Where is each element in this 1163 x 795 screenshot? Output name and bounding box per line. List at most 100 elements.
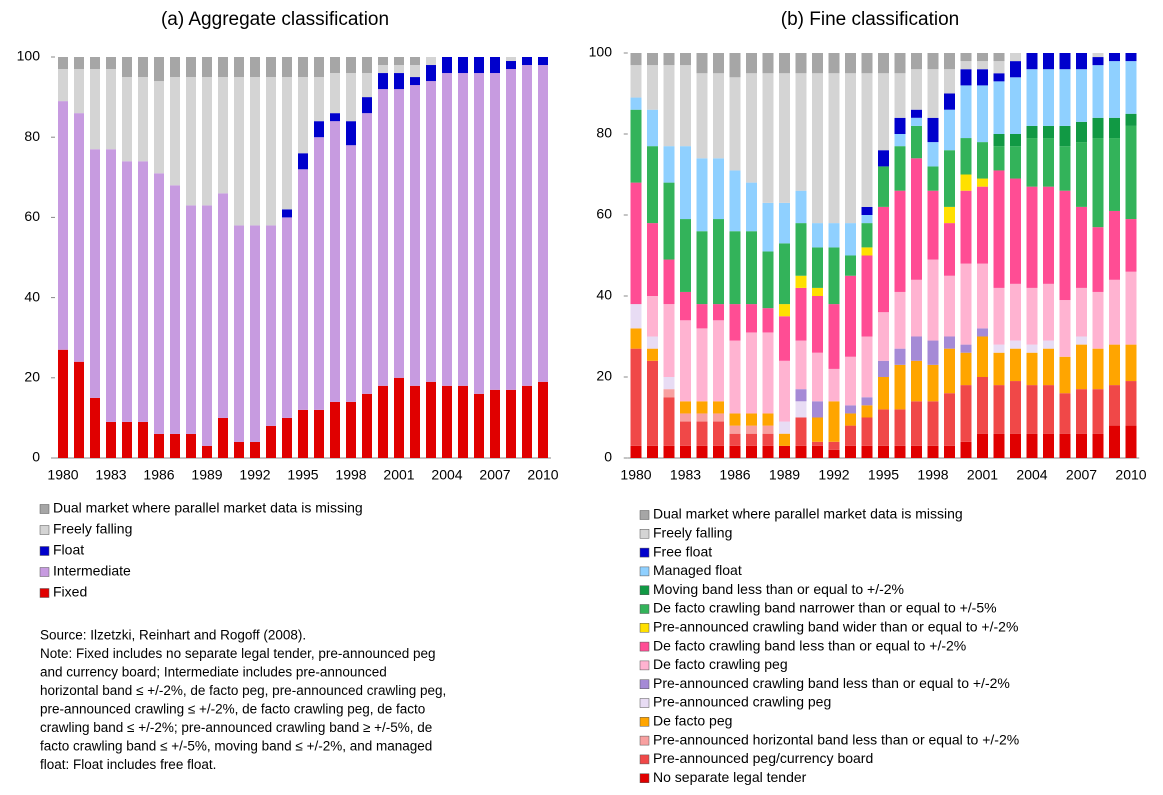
bar-segment xyxy=(234,225,244,442)
bar-segment xyxy=(1010,283,1021,341)
bar-segment xyxy=(1026,138,1038,187)
bar-segment xyxy=(845,73,856,224)
bar-segment xyxy=(266,225,276,426)
bar-segment xyxy=(960,190,972,264)
bar-segment xyxy=(647,336,658,349)
bar-segment xyxy=(977,53,988,62)
bar-segment xyxy=(977,377,988,434)
bar-segment xyxy=(663,53,675,66)
bar-segment xyxy=(927,340,939,365)
bar-segment xyxy=(1026,385,1038,434)
y-tick-label: 20 xyxy=(596,368,612,384)
legend-swatch xyxy=(639,698,650,708)
legend-label: De facto crawling band narrower than or … xyxy=(653,600,997,616)
bar-segment xyxy=(944,93,955,110)
bar-segment xyxy=(713,304,724,321)
bar-segment xyxy=(944,393,955,446)
bar-segment xyxy=(250,77,260,226)
bar-segment xyxy=(977,178,988,187)
bar-segment xyxy=(170,185,180,434)
bar-segment xyxy=(779,445,790,458)
bar-segment xyxy=(1076,287,1087,337)
bar-segment xyxy=(1125,425,1137,458)
bar-segment xyxy=(779,316,790,361)
y-tick-label: 60 xyxy=(596,206,612,222)
bar-segment xyxy=(298,169,308,410)
bar-segment xyxy=(522,65,532,386)
bar-segment xyxy=(346,121,356,146)
bar-segment xyxy=(90,57,100,70)
bar-segment xyxy=(795,340,807,390)
bar-segment xyxy=(362,73,372,98)
bar-segment xyxy=(729,77,741,171)
bar-segment xyxy=(122,77,132,162)
bar-segment xyxy=(960,441,972,458)
bar-segment xyxy=(234,77,244,226)
legend-swatch xyxy=(639,754,650,765)
bar-segment xyxy=(1026,53,1038,70)
chart-title: (a) Aggregate classification xyxy=(161,9,389,30)
bar-segment xyxy=(746,231,757,305)
legend-swatch xyxy=(639,585,650,595)
legend-swatch xyxy=(639,735,650,746)
bar-segment xyxy=(911,53,922,70)
bar-segment xyxy=(878,150,889,167)
bar-segment xyxy=(218,417,228,458)
bar-segment xyxy=(630,445,642,458)
bar-segment xyxy=(960,344,972,353)
bar-segment xyxy=(647,53,658,66)
bar-segment xyxy=(426,65,436,82)
y-tick-label: 80 xyxy=(24,128,40,144)
bar-segment xyxy=(1059,125,1071,147)
legend-label: Freely falling xyxy=(653,525,732,541)
bar-segment xyxy=(894,190,906,292)
bar-segment xyxy=(812,352,823,402)
legend-label: De facto crawling peg xyxy=(653,656,788,672)
bar-segment xyxy=(663,304,675,377)
bar-segment xyxy=(1026,433,1038,458)
bar-segment xyxy=(878,377,889,410)
bar-segment xyxy=(154,81,164,174)
bar-segment xyxy=(1109,279,1120,345)
legend-swatch xyxy=(639,510,650,520)
bar-segment xyxy=(1026,344,1038,353)
bar-segment xyxy=(122,57,132,78)
x-tick-label: 2010 xyxy=(1115,467,1146,483)
bar-segment xyxy=(346,73,356,122)
x-tick-label: 2007 xyxy=(1066,467,1097,483)
bar-segment xyxy=(1092,65,1104,118)
bar-segment xyxy=(977,263,988,329)
bar-segment xyxy=(1076,142,1087,207)
bar-segment xyxy=(538,57,548,66)
bar-segment xyxy=(960,352,972,386)
bar-segment xyxy=(762,413,774,426)
footnote-line: Note: Fixed includes no separate legal t… xyxy=(40,646,436,661)
bar-segment xyxy=(1092,57,1104,66)
legend-label: Dual market where parallel market data i… xyxy=(53,500,363,516)
bar-segment xyxy=(410,85,420,386)
bar-segment xyxy=(410,385,420,458)
bar-segment xyxy=(170,433,180,458)
bar-segment xyxy=(944,348,955,394)
bar-segment xyxy=(1026,186,1038,288)
bar-segment xyxy=(845,356,856,406)
legend-swatch xyxy=(39,525,50,535)
bar-segment xyxy=(746,332,757,414)
bar-segment xyxy=(977,69,988,86)
bar-segment xyxy=(1092,227,1104,292)
bar-segment xyxy=(1010,348,1021,382)
bar-segment xyxy=(330,113,340,122)
bar-segment xyxy=(1059,53,1071,70)
bar-segment xyxy=(762,425,774,434)
bar-segment xyxy=(410,57,420,66)
y-tick-label: 80 xyxy=(596,125,612,141)
bar-segment xyxy=(506,57,516,62)
bar-segment xyxy=(828,441,840,450)
bar-segment xyxy=(250,57,260,78)
bar-segment xyxy=(828,223,840,248)
bar-segment xyxy=(911,158,922,280)
bar-segment xyxy=(1092,433,1104,458)
bar-segment xyxy=(282,57,292,78)
bar-segment xyxy=(977,336,988,377)
